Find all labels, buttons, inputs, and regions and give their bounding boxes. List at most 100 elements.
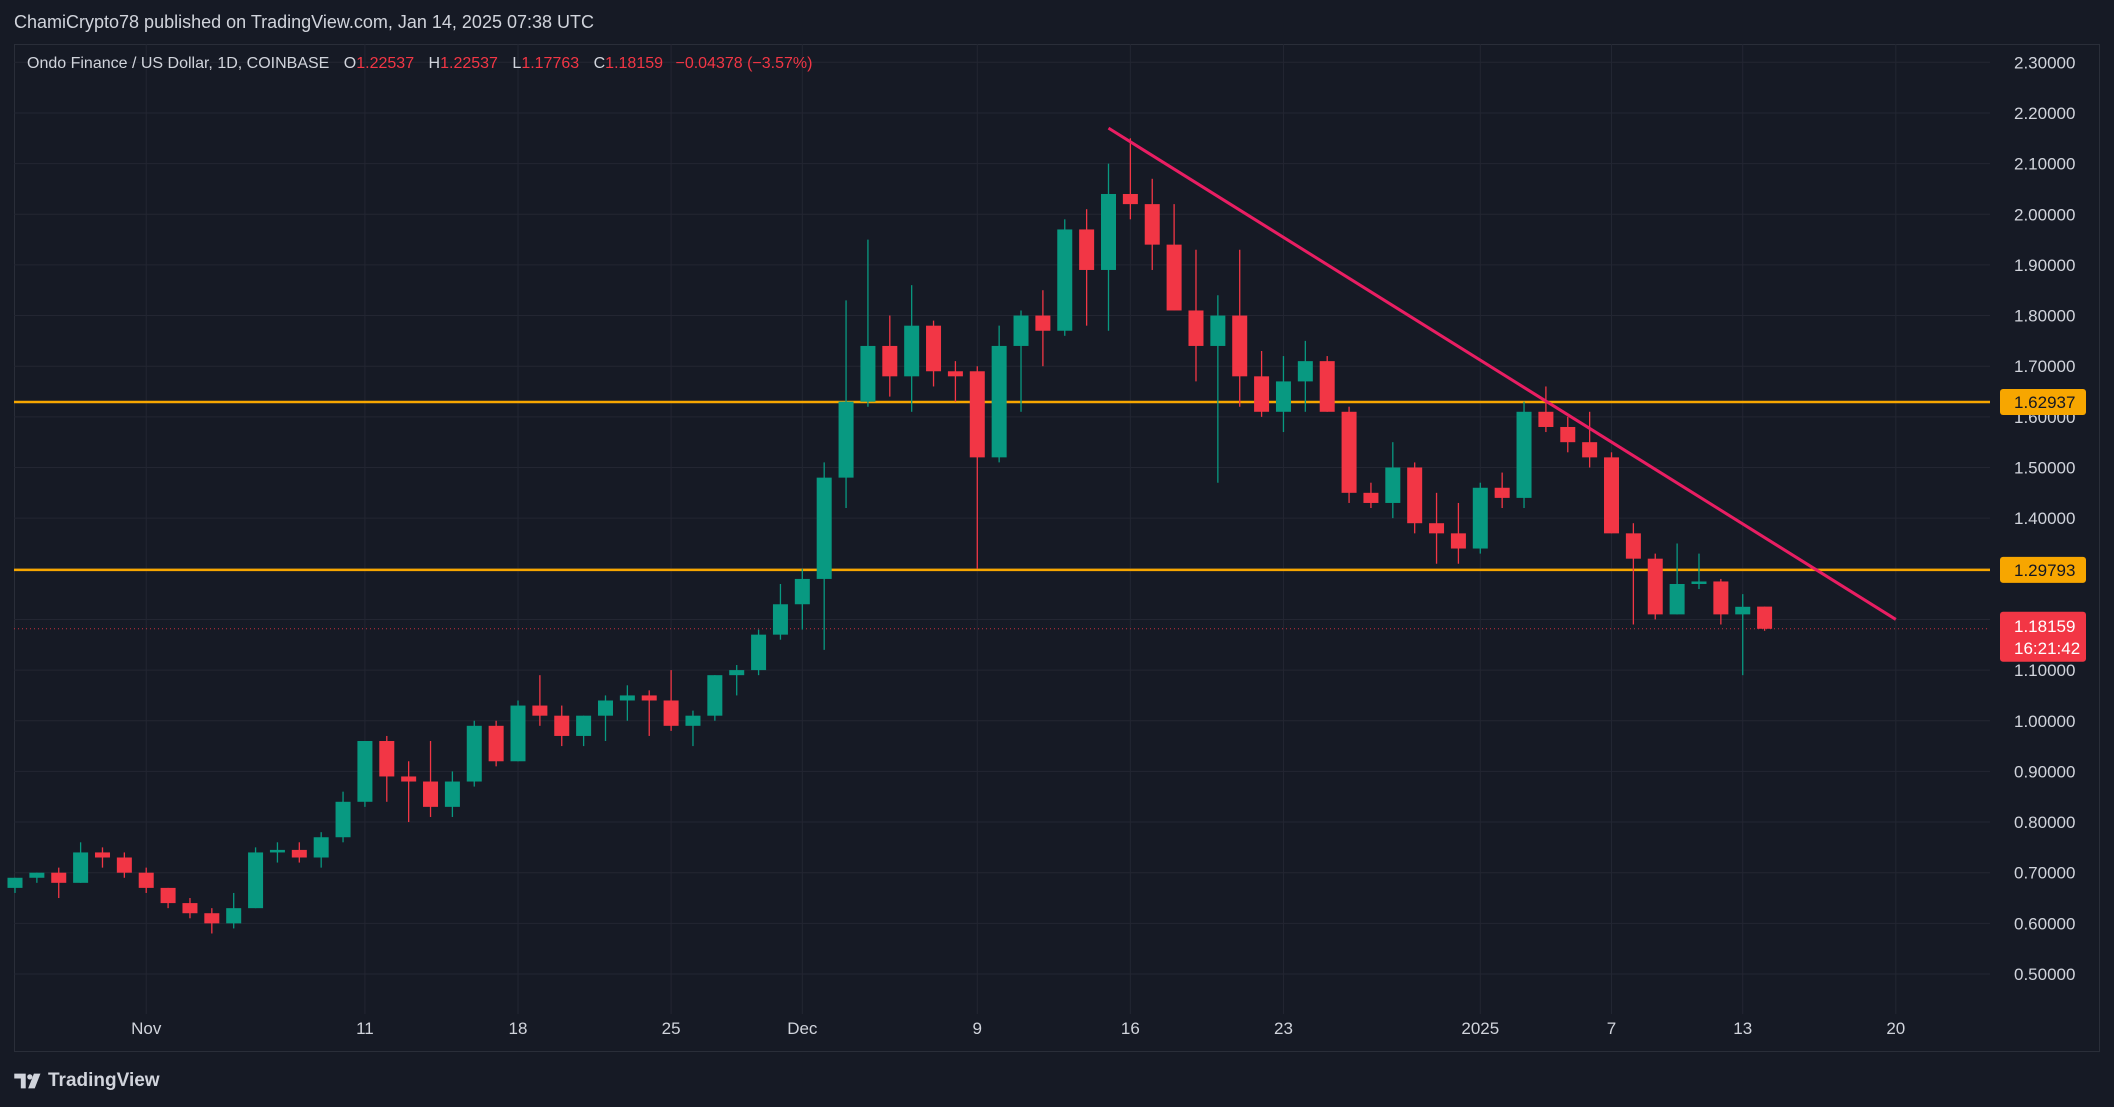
candle-body <box>1582 442 1598 458</box>
tradingview-logo[interactable]: TradingView <box>14 1066 160 1096</box>
candle-body <box>1538 411 1554 427</box>
time-tick-label: 20 <box>1886 1019 1905 1038</box>
candle-body <box>576 715 592 736</box>
candle <box>597 695 613 742</box>
ohlc-legend: Ondo Finance / US Dollar, 1D, COINBASE O… <box>27 50 812 78</box>
price-tick-label: 1.80000 <box>2014 307 2075 326</box>
candle-body <box>1429 523 1445 534</box>
candle <box>947 361 963 402</box>
candle-body <box>1669 583 1685 615</box>
candle <box>1210 295 1226 483</box>
price-tick-label: 0.80000 <box>2014 813 2075 832</box>
publish-info: ChamiCrypto78 published on TradingView.c… <box>0 0 2114 44</box>
candle <box>444 771 460 817</box>
candle <box>1385 442 1401 519</box>
candle <box>926 320 942 387</box>
candle <box>1647 553 1663 620</box>
candle-body <box>532 705 548 716</box>
candle <box>313 832 329 868</box>
candle-body <box>1450 533 1466 549</box>
candle-body <box>1560 426 1576 443</box>
candle <box>532 675 548 726</box>
candle-body <box>204 913 220 924</box>
candle-body <box>1516 411 1532 498</box>
candle <box>1494 472 1510 509</box>
chart-pane[interactable] <box>14 44 2100 1052</box>
candle-body <box>1691 581 1707 584</box>
candle-body <box>29 872 45 878</box>
candle <box>794 568 810 630</box>
candle <box>707 675 723 721</box>
candle-body <box>1407 467 1423 524</box>
candle <box>226 892 242 929</box>
low-label: L <box>512 55 522 72</box>
candle-body <box>707 675 723 716</box>
candle-body <box>313 837 329 858</box>
candle-body <box>1625 533 1641 559</box>
candle-body <box>663 700 679 726</box>
candle-body <box>1166 244 1182 311</box>
candle <box>1013 310 1029 412</box>
candle <box>1275 356 1291 433</box>
level-price-badge <box>2000 388 2086 415</box>
candle-body <box>969 371 985 458</box>
candle <box>751 629 767 676</box>
time-tick-label: 25 <box>662 1019 681 1038</box>
price-tick-label: 2.00000 <box>2014 205 2075 224</box>
candle <box>488 720 504 767</box>
candle <box>423 741 439 817</box>
time-tick-label: 16 <box>1121 1019 1140 1038</box>
candle <box>860 239 876 407</box>
open-label: O <box>343 55 357 72</box>
price-tick-label: 2.30000 <box>2014 53 2075 72</box>
candle <box>1057 219 1073 336</box>
candle <box>510 700 526 762</box>
candle <box>1232 249 1248 407</box>
time-tick-label: 18 <box>509 1019 528 1038</box>
candle-body <box>1122 193 1138 205</box>
candle <box>663 670 679 731</box>
price-tick-label: 0.50000 <box>2014 965 2075 984</box>
candle-body <box>488 725 504 762</box>
candle <box>1450 502 1466 564</box>
candle <box>729 665 745 696</box>
candle <box>1429 492 1445 564</box>
candle-body <box>1604 457 1620 534</box>
candle-body <box>947 371 963 377</box>
candle <box>138 867 154 893</box>
candle <box>1735 594 1751 676</box>
candle <box>401 761 417 823</box>
descending-trendline <box>1107 126 1897 621</box>
candle-body <box>269 849 285 853</box>
candle-body <box>1713 581 1729 615</box>
candle <box>1035 290 1051 367</box>
candle <box>357 741 373 807</box>
candle <box>772 583 788 640</box>
candle-body <box>248 852 264 909</box>
candle <box>1516 401 1532 509</box>
candle <box>1363 482 1379 509</box>
candle <box>1297 340 1313 412</box>
time-tick-label: Dec <box>787 1019 818 1038</box>
time-tick-label: 11 <box>356 1019 374 1038</box>
candle <box>116 852 132 878</box>
candle-body <box>904 325 920 377</box>
candle <box>269 842 285 863</box>
high-label: H <box>428 55 441 72</box>
candle <box>248 847 264 909</box>
candle-body <box>1757 606 1773 629</box>
candle <box>816 462 832 650</box>
candle-body <box>1735 606 1751 615</box>
candle-body <box>510 705 526 762</box>
candle <box>1254 351 1270 417</box>
candle-body <box>1275 381 1291 412</box>
candle <box>335 791 351 843</box>
close-label: C <box>593 55 606 72</box>
candle-body <box>94 852 110 858</box>
candle <box>1188 249 1204 382</box>
symbol-title[interactable]: Ondo Finance / US Dollar, 1D, COINBASE <box>27 55 330 72</box>
candle <box>1691 553 1707 590</box>
candle <box>1166 204 1182 311</box>
bar-countdown-label: 16:21:42 <box>2014 639 2080 658</box>
